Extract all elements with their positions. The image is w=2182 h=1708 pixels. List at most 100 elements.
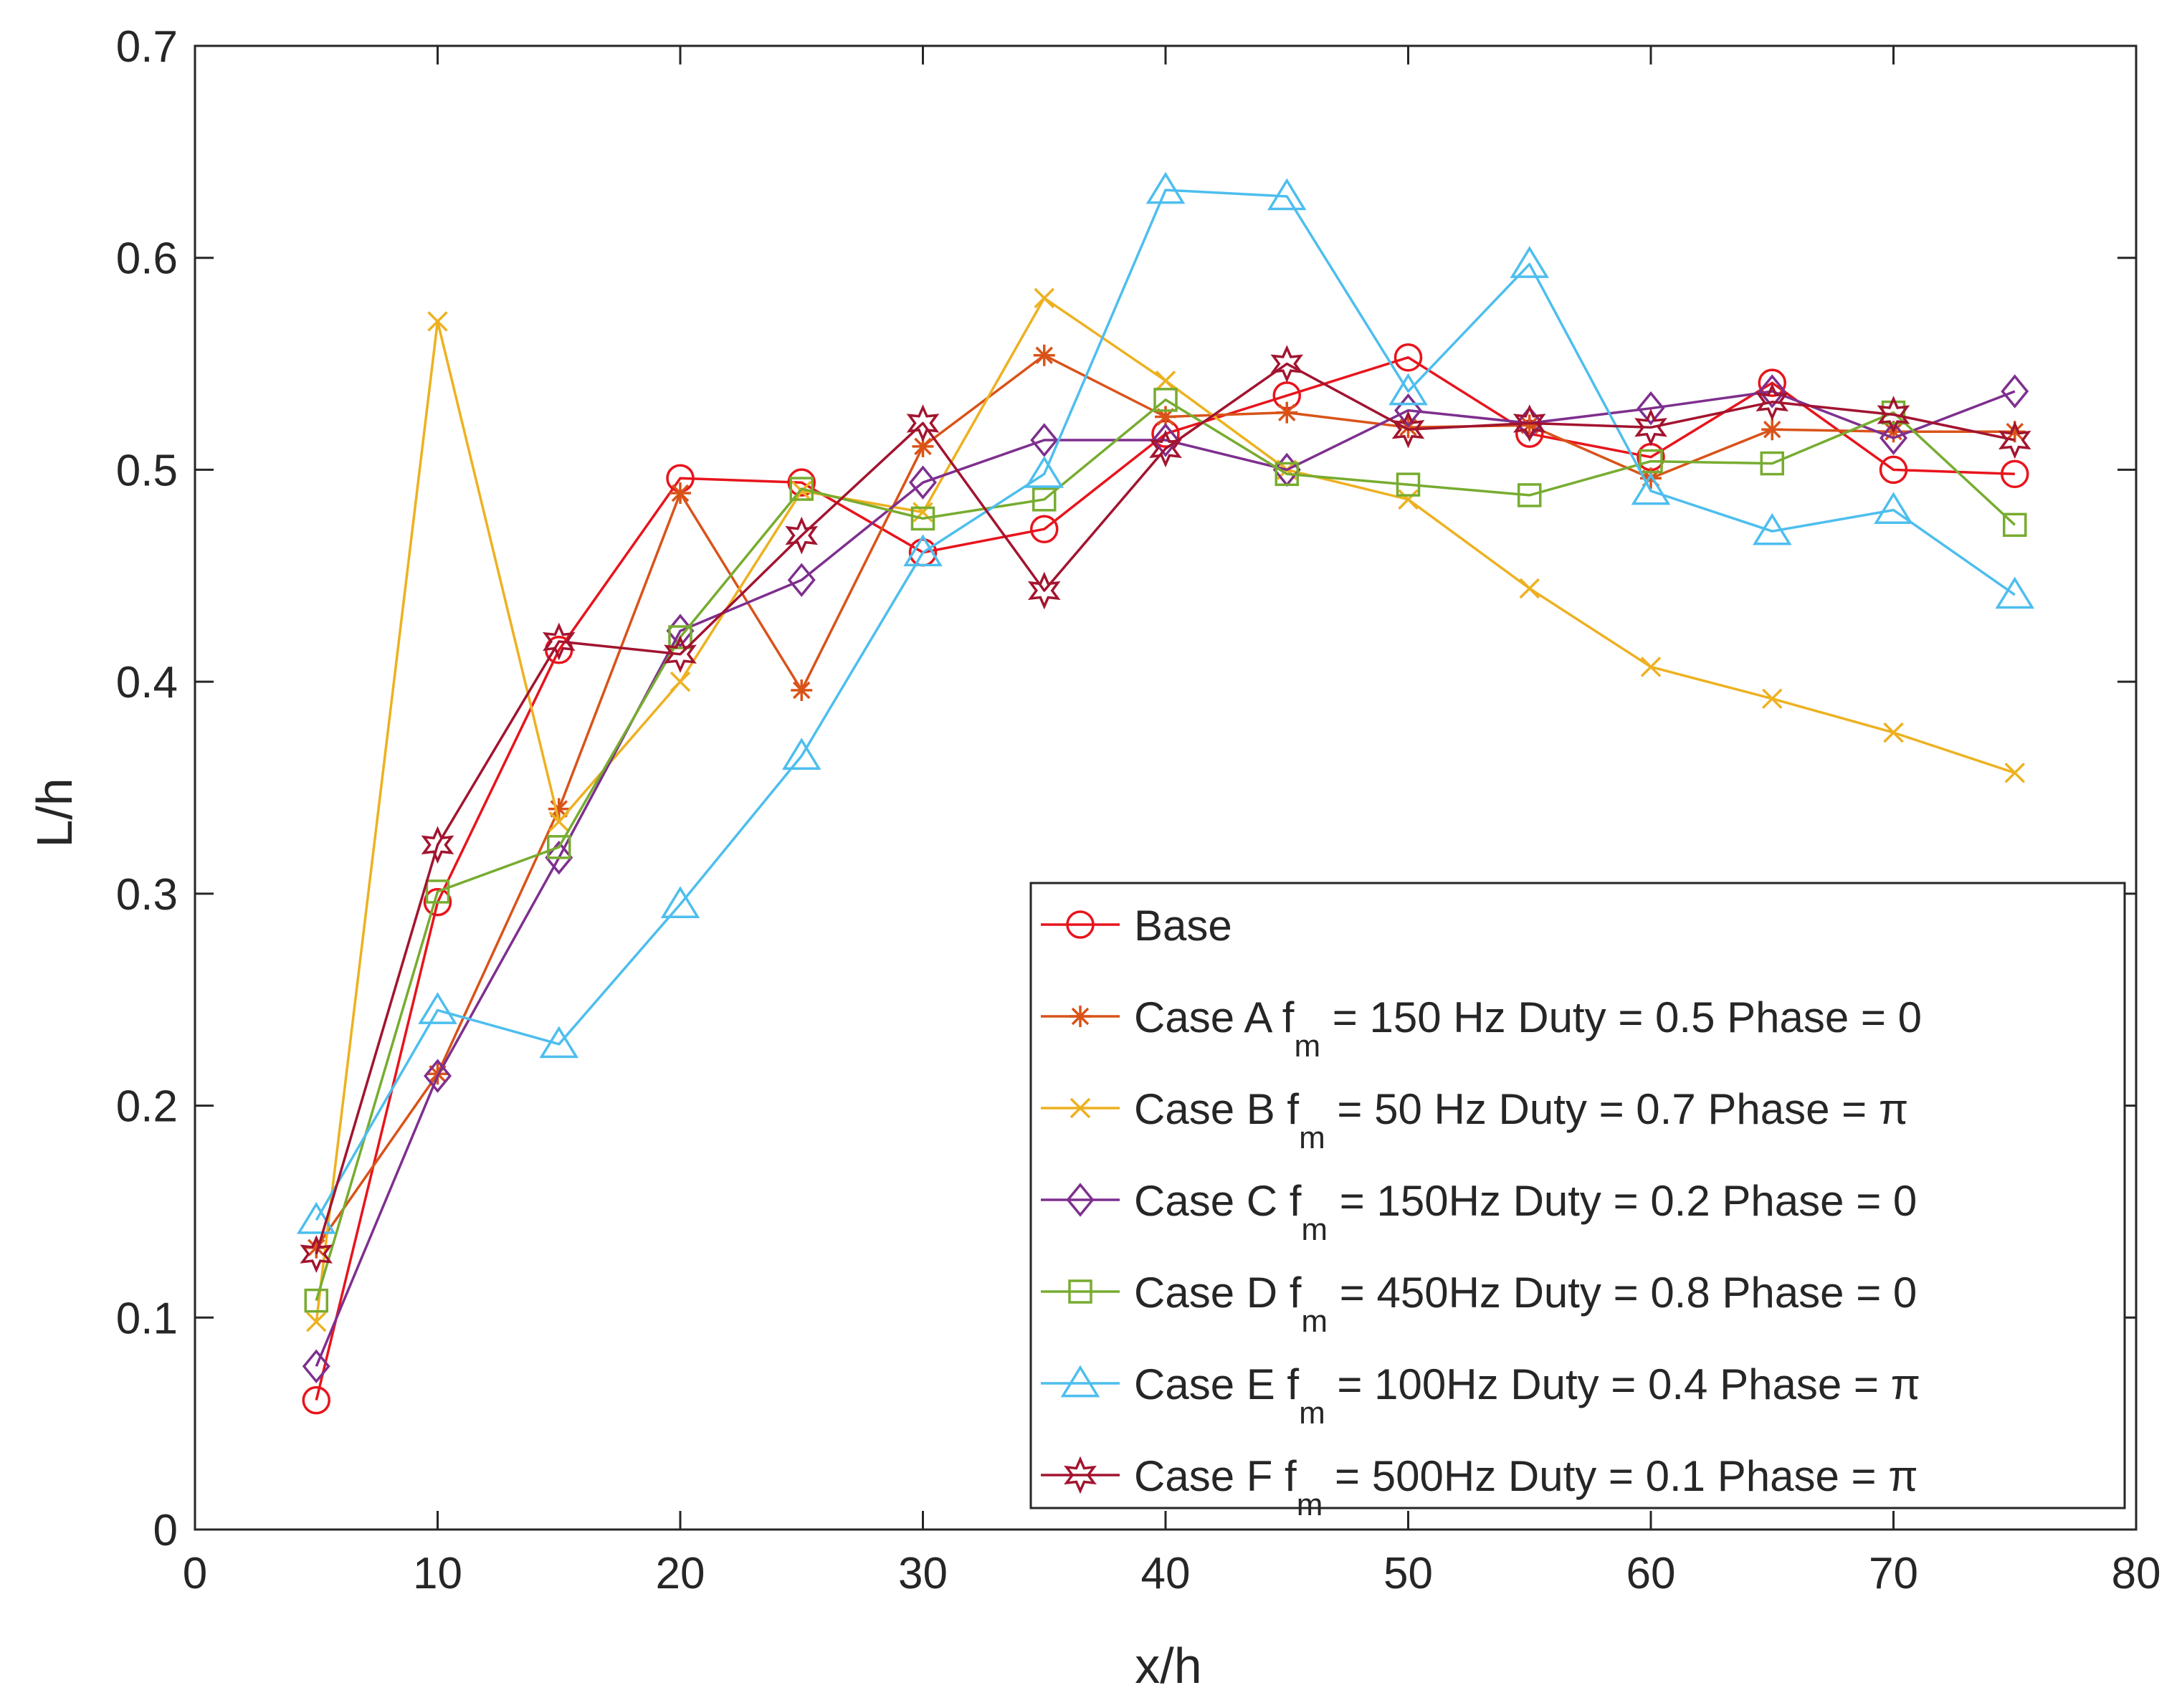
data-point bbox=[1145, 171, 1186, 204]
x-tick-label: 0 bbox=[183, 1549, 207, 1598]
data-point bbox=[1024, 455, 1064, 488]
legend-label-text: Base bbox=[1134, 902, 1232, 950]
legend-marker bbox=[1060, 1365, 1100, 1398]
data-point bbox=[1270, 345, 1304, 383]
legend-label: Case C fm = 150Hz Duty = 0.2 Phase = 0 bbox=[1134, 1177, 1917, 1247]
data-point bbox=[2001, 374, 2029, 409]
data-point bbox=[1762, 688, 1783, 710]
data-point bbox=[1636, 391, 1665, 426]
data-point bbox=[1519, 578, 1540, 599]
data-point bbox=[545, 840, 573, 875]
x-axis-label: x/h bbox=[1135, 1638, 1201, 1694]
data-point bbox=[787, 563, 816, 597]
legend-marker bbox=[1069, 1097, 1091, 1119]
data-point bbox=[1151, 423, 1180, 457]
data-point bbox=[1640, 467, 1662, 490]
legend-item: Case F fm = 500Hz Duty = 0.1 Phase = π bbox=[1041, 1452, 1918, 1522]
data-point bbox=[909, 465, 937, 500]
legend-item: Case C fm = 150Hz Duty = 0.2 Phase = 0 bbox=[1041, 1177, 1917, 1247]
data-point bbox=[1030, 423, 1059, 457]
data-point bbox=[1155, 370, 1176, 391]
series-line bbox=[315, 189, 2016, 1221]
legend-label-rest: = 100Hz Duty = 0.4 Phase = π bbox=[1325, 1360, 1920, 1408]
y-axis-label: L/h bbox=[27, 778, 82, 847]
data-point bbox=[418, 992, 457, 1024]
data-point bbox=[304, 1288, 328, 1313]
data-point bbox=[1398, 489, 1419, 510]
legend-label-rest: = 150Hz Duty = 0.2 Phase = 0 bbox=[1328, 1177, 1917, 1225]
legend-label-text: Case C f bbox=[1134, 1177, 1302, 1225]
data-point bbox=[1396, 472, 1421, 497]
data-point bbox=[423, 887, 452, 917]
data-point bbox=[548, 811, 569, 832]
plot-area bbox=[296, 171, 2035, 1415]
x-tick-label: 30 bbox=[898, 1549, 948, 1598]
data-point bbox=[785, 516, 819, 555]
data-point bbox=[1883, 722, 1904, 743]
data-point bbox=[1394, 393, 1422, 428]
data-point bbox=[427, 311, 448, 332]
series-6 bbox=[300, 345, 2031, 1273]
data-point bbox=[548, 798, 570, 820]
data-point bbox=[1879, 455, 1908, 485]
data-point bbox=[1510, 246, 1550, 278]
y-tick-label: 0.2 bbox=[116, 1082, 178, 1132]
data-point bbox=[906, 404, 940, 442]
data-point bbox=[1388, 373, 1428, 406]
data-point bbox=[542, 622, 576, 661]
legend-marker bbox=[1066, 1183, 1095, 1217]
data-point bbox=[296, 1201, 336, 1234]
x-tick-label: 40 bbox=[1141, 1549, 1191, 1598]
data-point bbox=[1275, 462, 1299, 487]
data-point bbox=[1640, 657, 1662, 677]
legend-label: Case D fm = 450Hz Duty = 0.8 Phase = 0 bbox=[1134, 1269, 1917, 1339]
data-point bbox=[1393, 343, 1423, 372]
data-point bbox=[1033, 344, 1055, 366]
x-tick-label: 70 bbox=[1869, 1549, 1918, 1598]
data-point bbox=[2004, 763, 2025, 783]
data-point bbox=[1631, 472, 1671, 505]
legend-item: Base bbox=[1041, 902, 1232, 950]
data-point bbox=[424, 1059, 452, 1093]
data-point bbox=[1155, 406, 1176, 428]
x-tick-label: 80 bbox=[2112, 1549, 2161, 1598]
legend-marker bbox=[1066, 910, 1095, 939]
series-line bbox=[315, 399, 2016, 1302]
data-point bbox=[1877, 396, 1910, 434]
data-point bbox=[670, 482, 691, 504]
legend-label: Case A fm = 150 Hz Duty = 0.5 Phase = 0 bbox=[1134, 993, 1922, 1064]
data-point bbox=[1760, 451, 1784, 476]
data-point bbox=[2003, 512, 2027, 538]
legend-item: Case D fm = 450Hz Duty = 0.8 Phase = 0 bbox=[1041, 1269, 1917, 1339]
legend-label-subscript: m bbox=[1294, 1029, 1320, 1064]
data-point bbox=[302, 1349, 330, 1384]
data-point bbox=[1391, 410, 1425, 449]
data-point bbox=[1034, 287, 1054, 309]
legend-label-subscript: m bbox=[1301, 1212, 1328, 1247]
data-point bbox=[664, 635, 697, 674]
data-point bbox=[421, 826, 454, 864]
y-tick-label: 0.3 bbox=[116, 870, 178, 920]
legend-label-subscript: m bbox=[1299, 1120, 1325, 1155]
x-tick-label: 10 bbox=[413, 1549, 462, 1598]
data-point bbox=[1518, 414, 1540, 436]
legend-item: Case B fm = 50 Hz Duty = 0.7 Phase = π bbox=[1041, 1085, 1908, 1155]
legend-label-subscript: m bbox=[1301, 1304, 1328, 1339]
legend-label-rest: = 450Hz Duty = 0.8 Phase = 0 bbox=[1328, 1269, 1917, 1317]
legend-marker bbox=[1064, 1456, 1097, 1494]
legend-label-text: Case E f bbox=[1134, 1360, 1299, 1408]
legend-label-text: Case A f bbox=[1134, 993, 1295, 1041]
data-point bbox=[1639, 449, 1663, 474]
data-point bbox=[791, 679, 813, 701]
data-point bbox=[1755, 383, 1789, 421]
data-point bbox=[787, 468, 816, 497]
legend: Base Case A fm = 150 Hz Duty = 0.5 Phase … bbox=[1029, 882, 2126, 1522]
data-point bbox=[1149, 429, 1182, 468]
data-point bbox=[302, 1385, 330, 1415]
x-tick-label: 60 bbox=[1626, 1549, 1676, 1598]
legend-label: Case E fm = 100Hz Duty = 0.4 Phase = π bbox=[1134, 1360, 1920, 1431]
data-point bbox=[1518, 483, 1542, 507]
legend-label-subscript: m bbox=[1297, 1487, 1323, 1522]
y-tick-label: 0.4 bbox=[116, 658, 178, 707]
data-point bbox=[547, 835, 571, 859]
